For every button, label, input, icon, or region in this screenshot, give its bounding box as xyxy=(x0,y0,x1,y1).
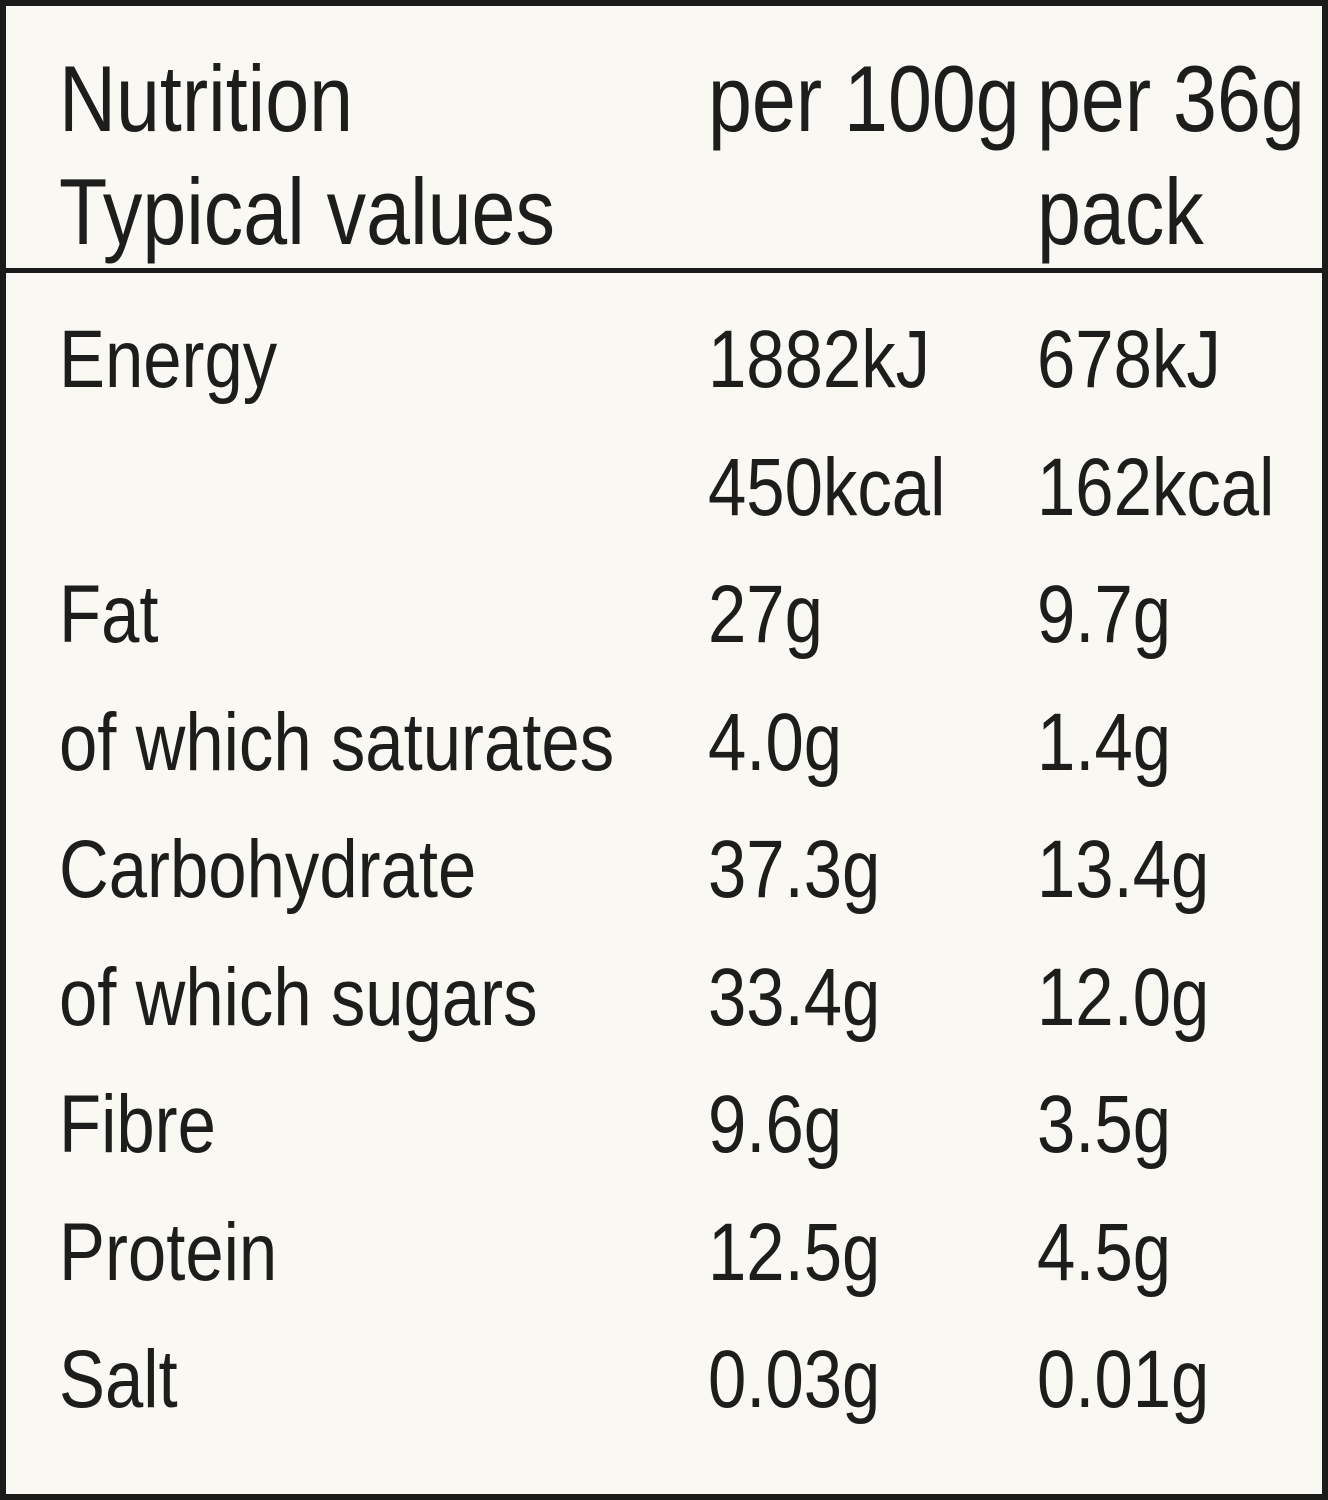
row-label: Energy xyxy=(59,314,278,405)
row-value-per-100g: 4.0g xyxy=(708,696,843,788)
row-value-per-pack: 3.5g xyxy=(1037,1079,1172,1170)
header-col-per-pack-line2: pack xyxy=(1037,159,1204,264)
row-label: Protein xyxy=(59,1206,278,1298)
row-fibre: Fibre 9.6g 3.5g xyxy=(59,1061,1302,1189)
row-label: Fat xyxy=(59,569,159,660)
row-value-per-pack: 4.5g xyxy=(1037,1206,1172,1298)
row-protein: Protein 12.5g 4.5g xyxy=(59,1189,1302,1317)
row-saturates: of which saturates 4.0g 1.4g xyxy=(59,679,1302,807)
row-label: Carbohydrate xyxy=(59,824,477,915)
label-body: Energy 1882kJ 678kJ 450kcal 162kcal Fat … xyxy=(6,273,1322,1444)
row-energy-kj: Energy 1882kJ 678kJ xyxy=(59,296,1302,424)
row-label: Fibre xyxy=(59,1079,216,1170)
row-carbohydrate: Carbohydrate 37.3g 13.4g xyxy=(59,806,1302,934)
label-header: Nutrition Typical values per 100g per 36… xyxy=(6,6,1322,273)
row-salt: Salt 0.03g 0.01g xyxy=(59,1316,1302,1444)
row-value-per-100g: 9.6g xyxy=(708,1079,843,1170)
row-value-per-100g: 33.4g xyxy=(708,951,881,1043)
header-title-line2: Typical values xyxy=(59,159,555,264)
header-col-per-100g: per 100g xyxy=(708,46,1020,151)
row-fat: Fat 27g 9.7g xyxy=(59,551,1302,679)
row-label xyxy=(59,424,708,552)
row-value-per-pack: 1.4g xyxy=(1037,696,1172,788)
row-value-per-100g: 450kcal xyxy=(708,441,946,533)
row-label: of which saturates xyxy=(59,696,615,788)
header-title-line1: Nutrition xyxy=(59,46,354,151)
row-value-per-100g: 37.3g xyxy=(708,824,881,915)
row-label: Salt xyxy=(59,1334,178,1425)
row-value-per-100g: 27g xyxy=(708,569,823,660)
row-value-per-pack: 678kJ xyxy=(1037,314,1221,405)
row-sugars: of which sugars 33.4g 12.0g xyxy=(59,934,1302,1062)
row-value-per-pack: 162kcal xyxy=(1037,441,1275,533)
row-value-per-pack: 9.7g xyxy=(1037,569,1172,660)
row-value-per-100g: 0.03g xyxy=(708,1334,881,1425)
row-value-per-pack: 0.01g xyxy=(1037,1334,1210,1425)
row-energy-kcal: 450kcal 162kcal xyxy=(59,424,1302,552)
header-col-per-pack: per 36g pack xyxy=(1037,42,1305,268)
row-label: of which sugars xyxy=(59,951,538,1043)
header-col-per-pack-line1: per 36g xyxy=(1037,46,1305,151)
row-value-per-100g: 1882kJ xyxy=(708,314,931,405)
row-value-per-pack: 12.0g xyxy=(1037,951,1210,1043)
row-value-per-100g: 12.5g xyxy=(708,1206,881,1298)
row-value-per-pack: 13.4g xyxy=(1037,824,1210,915)
header-title: Nutrition Typical values xyxy=(59,42,708,268)
